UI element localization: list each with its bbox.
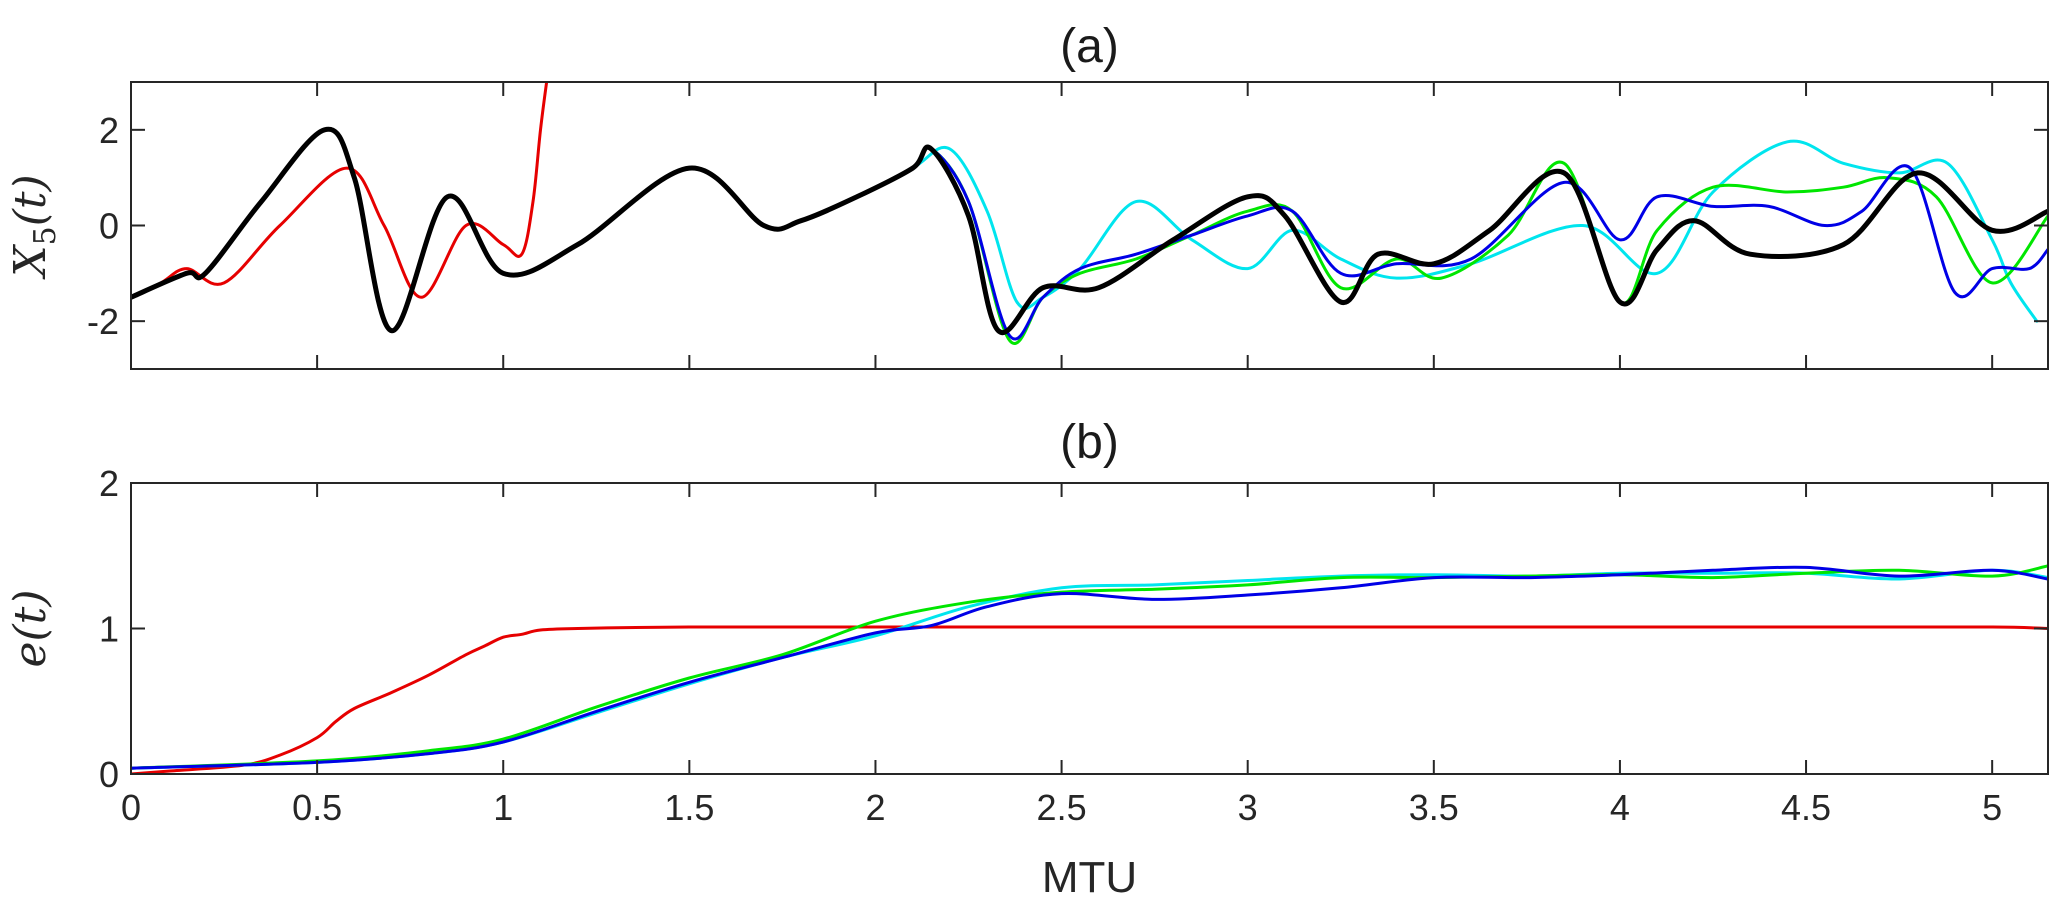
x-tick-label: 2.5 [1037,787,1087,828]
y-tick-label: -2 [87,301,119,342]
series-line-3 [131,82,549,299]
panel-title: (a) [1060,20,1119,73]
x-tick-label: 4 [1610,787,1630,828]
series-line-2 [131,127,2048,341]
x-tick-label: 0 [121,787,141,828]
series-group [131,82,2048,345]
y-axis-label-base: X [5,244,56,280]
x-tick-label: 0.5 [292,787,342,828]
series-line-3 [131,565,2048,770]
x-tick-label: 1 [493,787,513,828]
y-axis-label-sub: 5 [28,226,63,245]
panel-b: (b) 0 0.5 1 1.5 2 2.5 3 3.5 4 4.5 5 0 1 2 e(t) MTU [5,416,2049,902]
y-tick-label: 2 [99,463,119,504]
axis-box [130,81,2049,370]
series-line-4 [131,126,2048,336]
x-axis-label: MTU [1042,853,1137,902]
x-tick-label: 5 [1982,787,2002,828]
y-tick-label: 1 [99,609,119,650]
series-group [131,564,2048,774]
x-tick-label: 4.5 [1781,787,1831,828]
y-axis-label: e(t) [5,589,56,667]
panel-title: (b) [1060,416,1119,469]
y-tick-label: 2 [99,110,119,151]
series-line-2 [131,564,2048,770]
y-axis-label: X5(t) [5,174,63,279]
x-tick-label: 2 [865,787,885,828]
panel-a: (a) -2 0 2 X5(t) [5,20,2049,370]
series-line-0 [131,127,2039,333]
x-tick-label: 3 [1238,787,1258,828]
x-tick-label: 3.5 [1409,787,1459,828]
x-tick-label: 1.5 [664,787,714,828]
y-tick-label: 0 [99,206,119,247]
series-line-1 [131,127,2048,345]
series-line-0 [131,625,2048,774]
y-axis-label-arg: (t) [5,174,56,226]
y-tick-label: 0 [99,754,119,795]
series-line-1 [131,568,2048,770]
